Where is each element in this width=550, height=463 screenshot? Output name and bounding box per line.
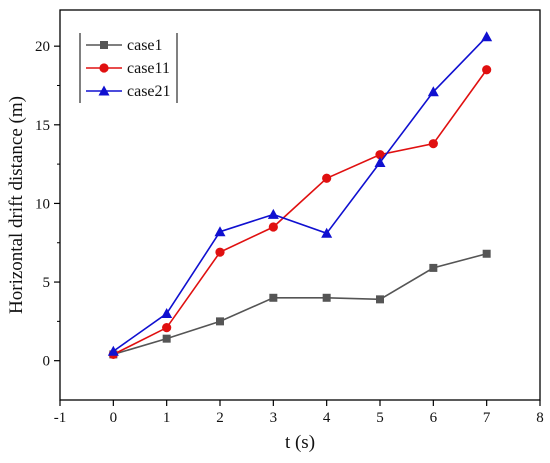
series-line-case11 [112,69,488,356]
series-line-case21 [112,36,488,352]
x-tick-label: 3 [270,410,278,426]
axes-layer: -1 0 1 2 3 4 5 6 7 8 0 5 10 15 20 [35,39,544,426]
data-point-case21 [321,227,333,238]
data-point-case21 [214,226,226,237]
plot-frame [59,9,541,401]
x-tick-label: 6 [430,410,438,426]
data-point-case21 [161,308,173,319]
data-point-case21 [427,86,439,97]
x-axis-title: t (s) [285,432,315,453]
x-tick-label: 8 [536,410,544,426]
data-point-case1 [429,263,438,272]
series-layer [107,31,493,359]
data-point-case11 [322,173,332,183]
x-tick-label: 5 [376,410,384,426]
data-point-case11 [162,323,172,333]
y-tick-label: 10 [35,196,50,212]
data-point-case1 [269,293,278,302]
y-tick-label: 15 [35,118,50,134]
y-axis-title: Horizontal drift distance (m) [6,96,27,314]
x-tick-label: 7 [483,410,491,426]
data-point-case11 [482,65,492,75]
legend-marker-case11 [99,63,109,73]
x-tick-label: 4 [323,410,331,426]
legend-label-case21: case21 [127,83,171,100]
legend: case1 case11 case21 [79,33,178,103]
legend-marker-case21 [98,85,110,96]
y-tick-label: 0 [43,354,51,370]
data-point-case11 [268,222,278,232]
data-point-case21 [267,208,279,219]
legend-label-case11: case11 [127,60,170,77]
data-point-case1 [216,317,224,326]
y-tick-label: 20 [35,39,50,55]
legend-marker-case1 [100,41,108,49]
data-point-case1 [482,249,491,258]
data-point-case1 [322,293,331,302]
data-point-case21 [481,31,493,42]
data-point-case11 [428,139,438,149]
x-tick-label: -1 [54,410,67,426]
series-case21 [107,31,493,356]
data-point-case21 [107,345,119,356]
data-point-case21 [374,157,386,168]
series-case1 [109,249,491,359]
legend-label-case1: case1 [127,37,163,54]
x-tick-label: 2 [216,410,224,426]
data-point-case1 [162,334,171,343]
y-tick-label: 5 [43,275,51,291]
data-point-case1 [376,295,384,304]
x-tick-label: 1 [163,410,171,426]
data-point-case11 [215,247,225,257]
data-point-case11 [375,150,385,160]
series-line-case1 [113,252,487,356]
x-tick-label: 0 [110,410,118,426]
